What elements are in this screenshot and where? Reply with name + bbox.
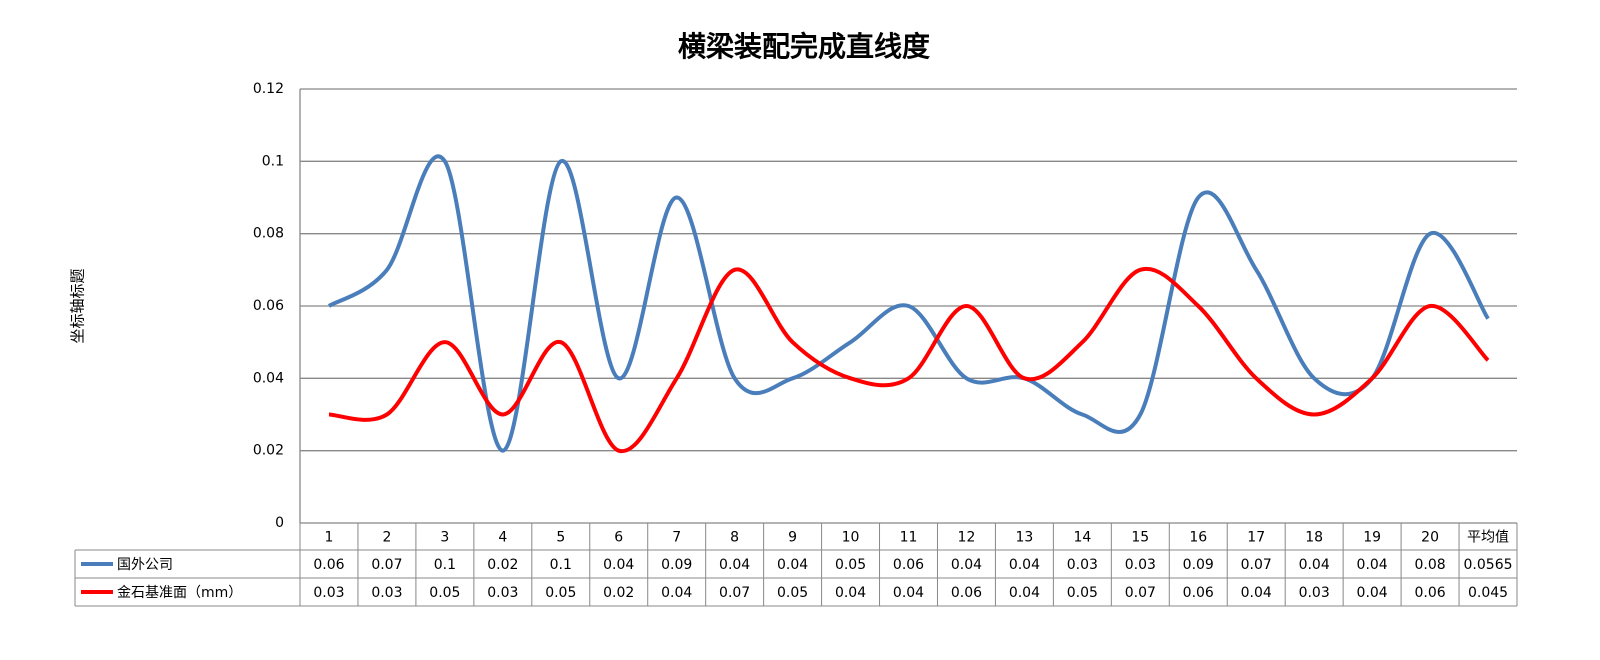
table-value: 0.04 <box>603 557 634 573</box>
table-value: 0.03 <box>371 585 402 601</box>
x-tick-label: 13 <box>1015 530 1033 546</box>
table-value: 0.04 <box>1009 557 1040 573</box>
table-value: 0.05 <box>545 585 576 601</box>
x-tick-label: 5 <box>556 530 565 546</box>
table-value: 0.03 <box>487 585 518 601</box>
y-tick-label: 0.12 <box>253 81 284 97</box>
y-tick-label: 0.06 <box>253 298 284 314</box>
table-value: 0.06 <box>1183 585 1214 601</box>
x-tick-label: 4 <box>498 530 507 546</box>
table-value: 0.05 <box>1067 585 1098 601</box>
table-value: 0.05 <box>835 557 866 573</box>
x-tick-label: 18 <box>1305 530 1323 546</box>
y-tick-label: 0 <box>275 515 284 531</box>
x-tick-label: 1 <box>325 530 334 546</box>
table-value: 0.04 <box>1357 557 1388 573</box>
table-value: 0.06 <box>951 585 982 601</box>
x-tick-label: 3 <box>440 530 449 546</box>
table-value: 0.04 <box>719 557 750 573</box>
chart-title: 横梁装配完成直线度 <box>678 30 930 63</box>
x-tick-label: 11 <box>900 530 918 546</box>
y-axis-label: 坐标轴标题 <box>69 268 87 343</box>
x-tick-label: 9 <box>788 530 797 546</box>
table-value: 0.04 <box>893 585 924 601</box>
table-value: 0.04 <box>1241 585 1272 601</box>
table-value: 0.04 <box>951 557 982 573</box>
table-value: 0.1 <box>550 557 572 573</box>
table-value: 0.05 <box>777 585 808 601</box>
table-value: 0.07 <box>1125 585 1156 601</box>
table-value: 0.03 <box>1125 557 1156 573</box>
y-tick-label: 0.02 <box>253 443 284 459</box>
table-value: 0.06 <box>893 557 924 573</box>
x-tick-label: 2 <box>382 530 391 546</box>
y-tick-label: 0.08 <box>253 226 284 242</box>
line-series <box>327 154 1490 453</box>
table-value: 0.04 <box>1009 585 1040 601</box>
x-tick-label: 14 <box>1073 530 1091 546</box>
x-tick-label: 平均值 <box>1467 530 1509 546</box>
legend-label: 国外公司 <box>117 557 173 573</box>
table-value: 0.0565 <box>1464 557 1513 573</box>
line-series <box>328 266 1490 454</box>
x-tick-label: 17 <box>1247 530 1265 546</box>
table-value: 0.1 <box>434 557 456 573</box>
x-tick-label: 15 <box>1131 530 1149 546</box>
table-value: 0.02 <box>487 557 518 573</box>
x-tick-label: 10 <box>842 530 860 546</box>
table-value: 0.02 <box>603 585 634 601</box>
table-value: 0.03 <box>1067 557 1098 573</box>
table-value: 0.09 <box>1183 557 1214 573</box>
table-value: 0.03 <box>313 585 344 601</box>
table-value: 0.045 <box>1468 585 1508 601</box>
y-tick-label: 0.04 <box>253 370 284 386</box>
x-tick-label: 19 <box>1363 530 1381 546</box>
x-tick-label: 16 <box>1189 530 1207 546</box>
table-value: 0.04 <box>1357 585 1388 601</box>
table-value: 0.04 <box>777 557 808 573</box>
table-value: 0.03 <box>1299 585 1330 601</box>
x-tick-label: 12 <box>958 530 976 546</box>
table-value: 0.09 <box>661 557 692 573</box>
x-tick-label: 7 <box>672 530 681 546</box>
table-value: 0.06 <box>313 557 344 573</box>
table-value: 0.04 <box>1299 557 1330 573</box>
x-tick-label: 20 <box>1421 530 1439 546</box>
table-value: 0.08 <box>1414 557 1445 573</box>
y-tick-label: 0.1 <box>262 153 284 169</box>
table-value: 0.07 <box>371 557 402 573</box>
table-value: 0.04 <box>835 585 866 601</box>
table-value: 0.04 <box>661 585 692 601</box>
table-value: 0.06 <box>1414 585 1445 601</box>
x-tick-label: 6 <box>614 530 623 546</box>
table-value: 0.07 <box>719 585 750 601</box>
table-value: 0.05 <box>429 585 460 601</box>
legend-label: 金石基准面（mm） <box>117 584 242 601</box>
table-value: 0.07 <box>1241 557 1272 573</box>
x-tick-label: 8 <box>730 530 739 546</box>
